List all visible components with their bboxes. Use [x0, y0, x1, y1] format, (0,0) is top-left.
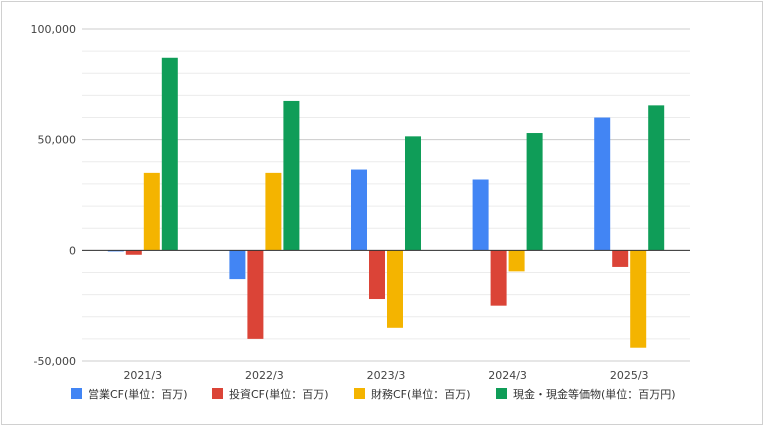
legend-swatch	[354, 388, 365, 399]
bar	[161, 57, 178, 251]
x-tick-label: 2021/3	[123, 369, 162, 382]
legend-item: 現金・現金等価物(単位：百万円)	[496, 387, 676, 401]
bar	[387, 250, 403, 328]
bar	[229, 250, 246, 280]
bar	[265, 172, 282, 251]
legend-label: 財務CF(単位：百万)	[371, 387, 471, 401]
x-tick-label: 2024/3	[488, 369, 527, 382]
x-tick-label: 2022/3	[245, 369, 284, 382]
bar	[107, 250, 124, 252]
legend-swatch	[71, 388, 82, 399]
bar	[630, 250, 647, 348]
bar	[472, 179, 489, 251]
x-tick-label: 2025/3	[610, 369, 649, 382]
bar	[143, 172, 160, 251]
y-tick-label: -50,000	[34, 355, 76, 368]
legend-item: 投資CF(単位：百万)	[212, 387, 329, 401]
bar	[351, 169, 367, 251]
x-tick-label: 2023/3	[367, 369, 406, 382]
bar	[369, 250, 385, 300]
bar	[405, 136, 421, 251]
bar	[526, 133, 543, 251]
legend-label: 営業CF(単位：百万)	[88, 387, 188, 401]
bar	[125, 250, 142, 255]
bar	[247, 250, 264, 339]
bar	[490, 250, 507, 306]
legend-label: 現金・現金等価物(単位：百万円)	[513, 387, 676, 401]
y-tick-label: 100,000	[31, 23, 77, 36]
legend-swatch	[212, 388, 223, 399]
bar	[594, 117, 611, 251]
legend-swatch	[496, 388, 507, 399]
y-tick-label: 0	[69, 244, 76, 257]
legend-item: 営業CF(単位：百万)	[71, 387, 188, 401]
bar	[648, 105, 665, 251]
bar	[508, 250, 525, 272]
legend-label: 投資CF(単位：百万)	[229, 387, 329, 401]
bar	[283, 100, 300, 251]
legend-item: 財務CF(単位：百万)	[354, 387, 471, 401]
bar	[612, 250, 629, 267]
y-tick-label: 50,000	[38, 134, 77, 147]
